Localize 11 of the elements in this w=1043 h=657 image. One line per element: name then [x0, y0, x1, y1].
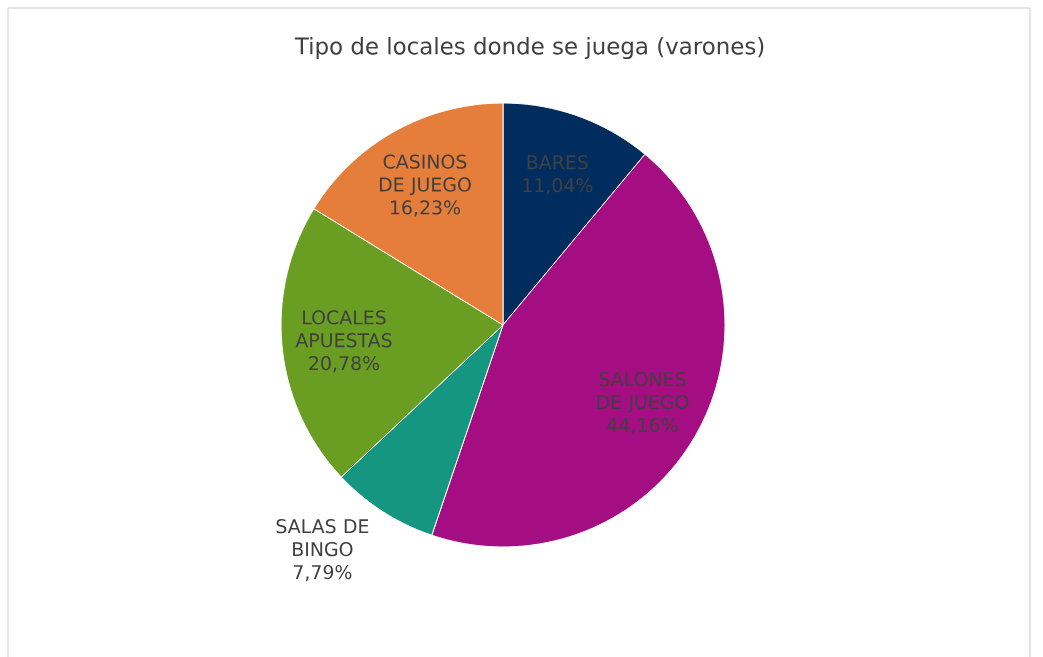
- slice-label: BARES: [527, 155, 588, 170]
- data-label: 44,16%: [607, 417, 678, 435]
- data-label: 11,04%: [523, 178, 593, 195]
- data-label: 16,23%: [390, 200, 461, 217]
- chart-title: Tipo de locales donde se juega (varones): [294, 36, 764, 60]
- slice-label: CASINOS DE JUEGO: [379, 154, 471, 196]
- data-label: 7,79%: [293, 564, 352, 582]
- data-label: 20,78%: [309, 356, 380, 373]
- slice-label: SALONES DE JUEGO: [597, 372, 689, 413]
- slice-label: LOCALES APUESTAS: [295, 310, 392, 348]
- slice-label: SALAS DE BINGO: [276, 519, 369, 557]
